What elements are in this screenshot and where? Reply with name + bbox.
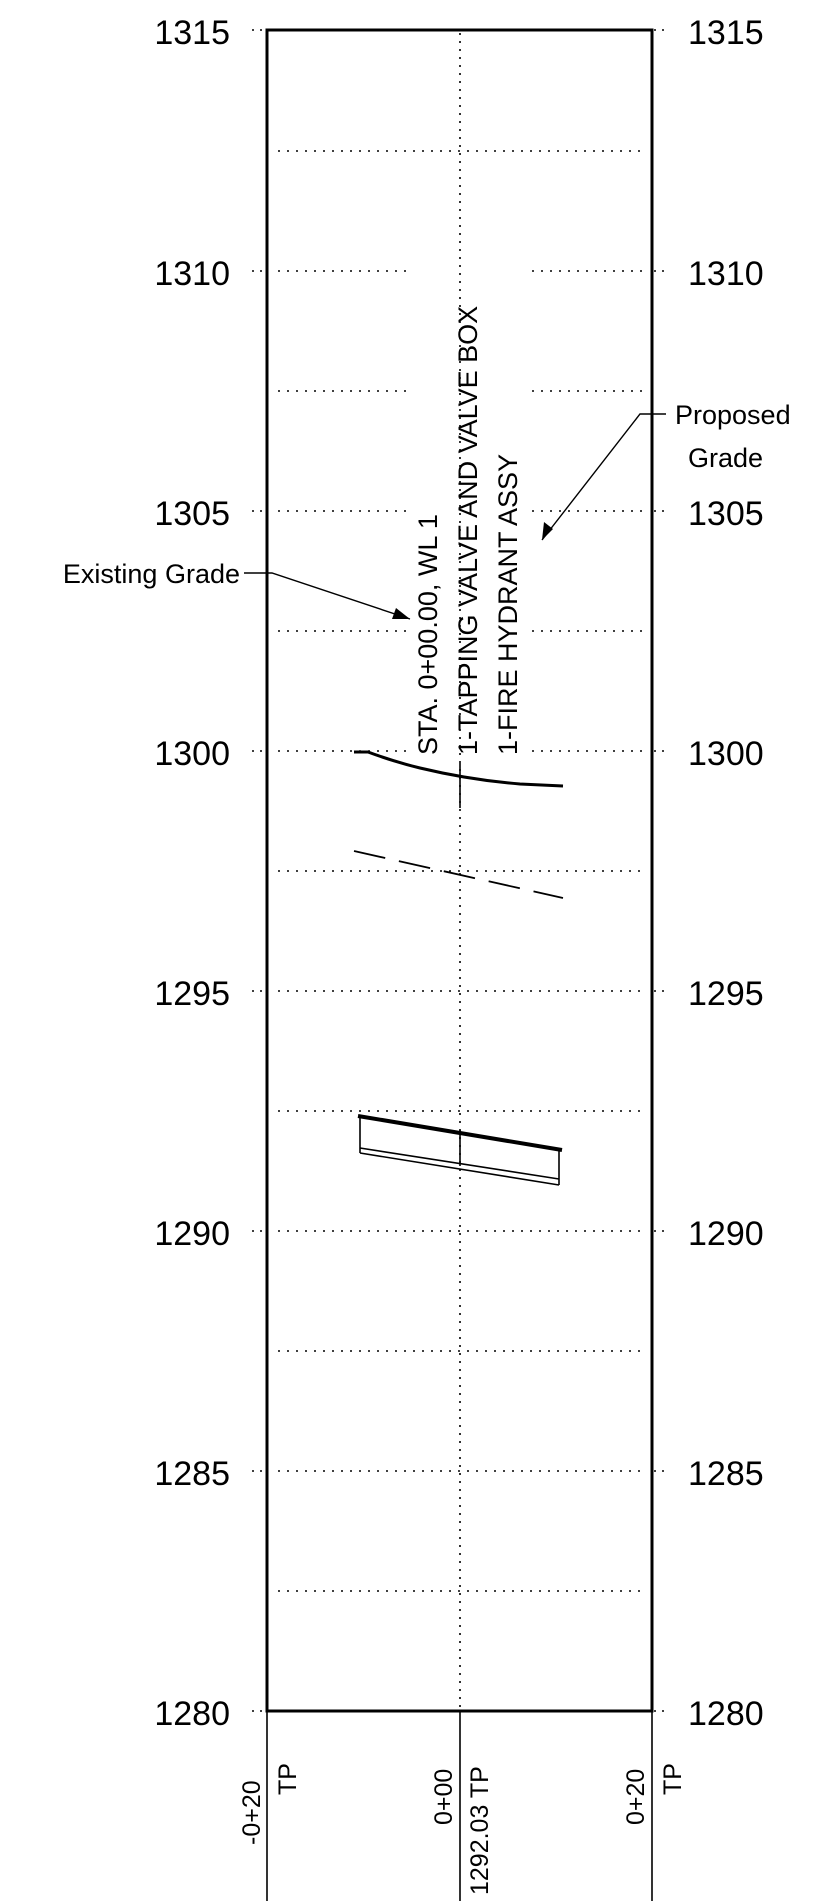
existing-grade-line bbox=[354, 750, 564, 788]
elev-label-left-1310: 1310 bbox=[154, 255, 230, 293]
horizontal-grid bbox=[278, 150, 645, 1592]
proposed-grade-label-line1: Proposed bbox=[675, 400, 791, 430]
station-label-left: -0+20 bbox=[238, 1780, 266, 1845]
elev-label-left-1290: 1290 bbox=[154, 1215, 230, 1253]
elev-label-left-1280: 1280 bbox=[154, 1695, 230, 1733]
existing-grade-leader bbox=[244, 572, 411, 620]
station-label-left-tp: TP bbox=[274, 1763, 302, 1795]
elev-label-right-1310: 1310 bbox=[688, 255, 764, 293]
pipe-bedding-line bbox=[359, 1152, 560, 1186]
proposed-grade-label-line2: Grade bbox=[688, 443, 763, 473]
existing-grade-label: Existing Grade bbox=[63, 559, 240, 589]
elev-label-left-1285: 1285 bbox=[154, 1455, 230, 1493]
elev-label-right-1305: 1305 bbox=[688, 495, 764, 533]
proposed-grade-line bbox=[353, 850, 564, 899]
station-note-line3: 1-FIRE HYDRANT ASSY bbox=[493, 454, 523, 755]
proposed-grade-arrowhead bbox=[542, 522, 553, 540]
station-ticks bbox=[266, 1711, 653, 1901]
elev-label-right-1290: 1290 bbox=[688, 1215, 764, 1253]
station-label-center: 0+00 bbox=[430, 1769, 458, 1825]
proposed-grade-leader-line bbox=[541, 413, 666, 541]
elevation-labels-right: 1315 1310 1305 1300 1295 1290 1285 1280 bbox=[688, 14, 764, 1733]
elev-label-right-1300: 1300 bbox=[688, 735, 764, 773]
elev-label-left-1295: 1295 bbox=[154, 975, 230, 1013]
elev-label-right-1315: 1315 bbox=[688, 14, 764, 52]
elev-label-right-1280: 1280 bbox=[688, 1695, 764, 1733]
station-label-right-tp: TP bbox=[659, 1763, 687, 1795]
station-note-line1: STA. 0+00.00, WL 1 bbox=[413, 514, 443, 755]
existing-grade-arrowhead bbox=[392, 608, 410, 619]
elev-label-right-1295: 1295 bbox=[688, 975, 764, 1013]
elev-label-left-1300: 1300 bbox=[154, 735, 230, 773]
elevation-labels-left: 1315 1310 1305 1300 1295 1290 1285 1280 bbox=[154, 14, 230, 1733]
existing-grade-leader-line bbox=[244, 572, 411, 620]
elev-label-left-1315: 1315 bbox=[154, 14, 230, 52]
station-note-line2: 1-TAPPING VALVE AND VALVE BOX bbox=[453, 306, 483, 755]
station-label-right: 0+20 bbox=[622, 1769, 650, 1825]
elev-label-right-1285: 1285 bbox=[688, 1455, 764, 1493]
proposed-grade-leader bbox=[541, 413, 666, 541]
elev-label-left-1305: 1305 bbox=[154, 495, 230, 533]
station-label-center-elevation: 1292.03 TP bbox=[466, 1766, 494, 1895]
